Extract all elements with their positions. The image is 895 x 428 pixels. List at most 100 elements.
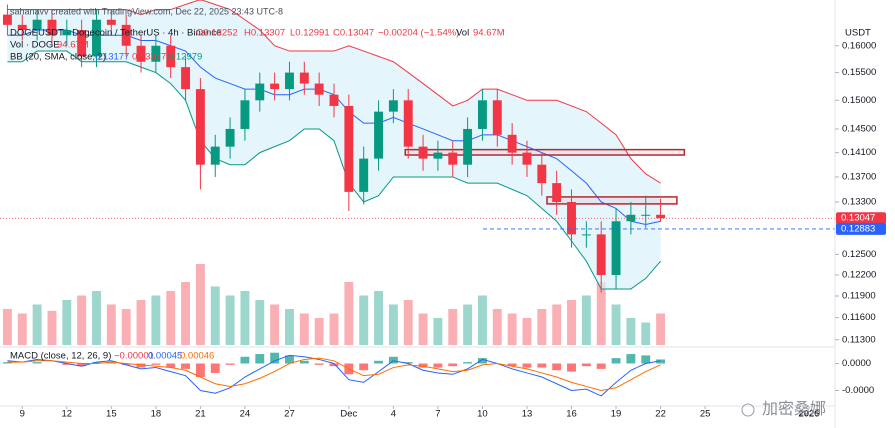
volume-bar (403, 300, 413, 345)
macd-histogram-bar (581, 363, 591, 367)
macd-histogram-bar (522, 363, 532, 368)
quote-open: O0.13252 (196, 28, 238, 39)
macd-histogram-bar (418, 363, 428, 368)
macd-histogram-bar (507, 363, 517, 367)
candle-body (121, 24, 131, 46)
watermark: 加密桑娜 (762, 400, 826, 418)
x-tick-label: 9 (20, 409, 25, 420)
volume-bar (106, 304, 116, 345)
candle-body (136, 45, 146, 62)
volume-bar (567, 300, 576, 345)
symbol: DOGEUSDT · Dogecoin / TetherUS · 4h · Bi… (10, 28, 221, 39)
candle-body (537, 164, 547, 184)
volume-bar (552, 304, 562, 345)
x-tick-label: 2026 (798, 409, 819, 420)
candle-body (314, 83, 324, 95)
macd-histogram-bar (537, 363, 547, 368)
candle-body (581, 234, 591, 236)
bb-lower: 0.12979 (168, 52, 202, 63)
macd-histogram-bar (210, 363, 220, 373)
x-tick-label: 16 (566, 409, 577, 420)
price-label-box (836, 222, 886, 235)
macd-histogram-bar (195, 363, 205, 377)
volume-bar (92, 291, 101, 345)
volume-bar (225, 295, 235, 345)
candle-body (522, 152, 532, 165)
volume-bar (388, 304, 398, 345)
y-tick-label: 0.13300 (842, 197, 876, 208)
candle-body (329, 94, 339, 106)
macd-histogram-bar (611, 358, 621, 364)
candle-body (47, 19, 57, 36)
macd-title: MACD (close, 12, 26, 9) (10, 351, 111, 362)
x-tick-label: 27 (284, 409, 295, 420)
candle-body (225, 128, 235, 147)
volume-bar (151, 295, 161, 345)
candle-body (62, 30, 72, 36)
volume-bar (522, 318, 532, 345)
x-tick-label: 21 (195, 409, 206, 420)
y-tick-label: 0.16000 (842, 40, 876, 51)
volume-bar (374, 291, 383, 345)
x-tick-label: 15 (106, 409, 117, 420)
x-tick-label: 18 (151, 409, 162, 420)
macd-histogram-bar (448, 363, 458, 367)
candle-body (656, 214, 666, 219)
candle-body (448, 152, 458, 165)
macd-value: 0.00045 (148, 351, 182, 362)
price-label-box (836, 212, 886, 225)
candle-body (492, 100, 502, 135)
macd-histogram-bar (121, 363, 131, 365)
macd-histogram-bar (463, 362, 473, 364)
volume-bar (359, 295, 369, 345)
macd-histogram-bar (567, 363, 576, 372)
volume-bar (210, 286, 220, 345)
candle-body (596, 234, 606, 275)
axis-unit: USDT (845, 28, 871, 39)
y-tick-label: 0.12200 (842, 269, 876, 280)
zone (546, 196, 678, 205)
candle-body (2, 14, 12, 25)
candle-body (463, 128, 473, 165)
macd-histogram-bar (136, 363, 146, 368)
x-tick-label: 19 (611, 409, 622, 420)
candle-body (270, 83, 280, 90)
volume-bar (537, 309, 547, 345)
candle-body (641, 214, 651, 216)
volume-bar (285, 309, 294, 345)
candle-body (181, 67, 191, 90)
y-tick-label: 0.15500 (842, 67, 876, 78)
price-label: 0.12883 (841, 223, 875, 234)
candle-body (210, 146, 220, 165)
macd-histogram-bar (374, 360, 383, 364)
x-tick-label: 22 (655, 409, 666, 420)
volume-bar (611, 304, 621, 345)
volume-bar (656, 313, 666, 345)
volume-bar (77, 295, 87, 345)
quote-change: −0.00204 (−1.54%) (378, 28, 459, 39)
quote-high: H0.13307 (244, 28, 285, 39)
volume-bar (626, 318, 636, 345)
x-tick-label: Dec (340, 409, 357, 420)
candle-body (477, 100, 487, 129)
macd-histogram-bar (477, 358, 487, 364)
macd-histogram-bar (299, 360, 309, 364)
macd-histogram-bar (596, 363, 606, 369)
macd-histogram-bar (77, 363, 87, 367)
volume-bar (47, 310, 57, 345)
volume-bar (477, 295, 487, 345)
candle-body (299, 72, 309, 84)
candle-body (552, 183, 562, 202)
volume-bar (181, 282, 191, 345)
candle-body (17, 24, 27, 31)
macd-histogram-bar (270, 352, 280, 364)
macd-histogram-bar (62, 363, 72, 365)
candle-body (92, 19, 101, 57)
volume-bar (344, 282, 354, 345)
macd-histogram-bar (656, 359, 666, 364)
macd-histogram-bar (329, 363, 339, 367)
macd-histogram-bar (433, 363, 443, 368)
candle-body (166, 45, 176, 68)
credit: sahanavv created with TradingView.com, D… (10, 6, 283, 16)
candle-body (403, 100, 413, 147)
